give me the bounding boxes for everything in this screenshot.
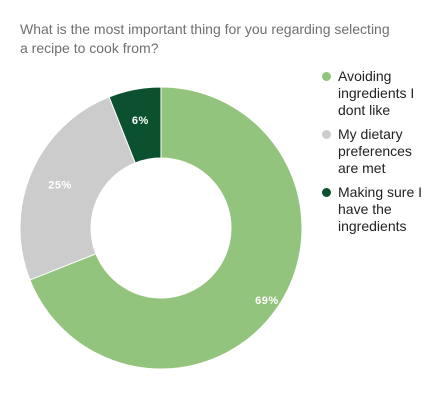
legend: Avoiding ingredients I dont like My diet… [322,68,440,242]
legend-label-have-ingredients-1: Making sure I [338,184,423,200]
legend-label-dietary-preferences-2: preferences [338,143,412,159]
legend-label-avoiding-ingredients-1: Avoiding [338,68,392,84]
slice-avoiding-ingredients [29,86,303,370]
legend-item-avoiding-ingredients: Avoiding ingredients I dont like [322,68,440,119]
legend-item-dietary-preferences: My dietary preferences are met [322,126,440,177]
slice-label-dietary-preferences: 25% [48,179,72,191]
legend-item-have-ingredients: Making sure I have the ingredients [322,184,440,235]
chart-title-line-1: What is the most important thing for you… [20,21,390,37]
slice-have-ingredients [108,86,162,164]
legend-label-dietary-preferences-3: are met [338,160,386,176]
legend-label-have-ingredients-3: ingredients [338,218,407,234]
chart-title-line-2: a recipe to cook from? [20,40,159,56]
legend-label-dietary-preferences-1: My dietary [338,126,403,142]
legend-swatch-dietary-preferences [322,130,331,139]
legend-swatch-avoiding-ingredients [322,72,331,81]
slice-label-avoiding-ingredients: 69% [255,295,279,307]
slice-label-have-ingredients: 6% [132,115,149,127]
legend-label-have-ingredients-2: have the [338,201,392,217]
chart-title: What is the most important thing for you… [20,20,430,58]
slice-dietary-preferences [19,96,136,281]
legend-swatch-have-ingredients [322,188,331,197]
legend-label-avoiding-ingredients-2: ingredients I [338,85,415,101]
legend-label-avoiding-ingredients-3: dont like [338,102,391,118]
